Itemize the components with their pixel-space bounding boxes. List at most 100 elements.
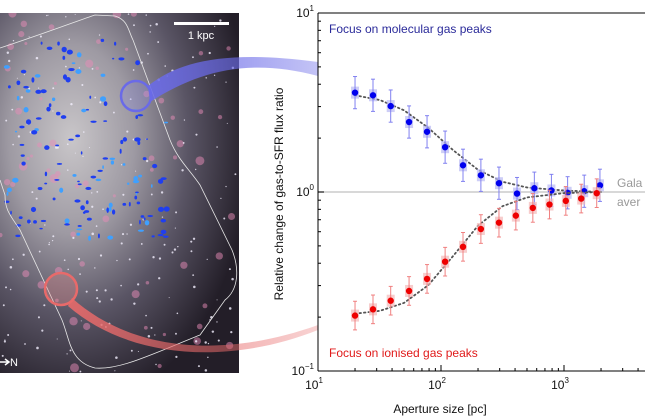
gas-contour: [107, 235, 114, 240]
ionised-data-point: [405, 287, 413, 295]
star: [35, 56, 39, 60]
star: [133, 302, 136, 305]
star: [66, 353, 68, 355]
hii-region: [158, 97, 165, 104]
gas-contour: [103, 101, 108, 107]
star: [91, 205, 94, 208]
hii-region: [131, 290, 140, 299]
gas-contour: [86, 217, 92, 221]
gas-contour: [102, 157, 109, 160]
star: [137, 350, 139, 353]
star: [37, 316, 40, 319]
gas-contour: [18, 216, 23, 220]
star: [133, 24, 135, 27]
hii-region: [22, 270, 30, 278]
hii-region: [29, 154, 34, 158]
y-tick-label: 101: [296, 4, 314, 20]
star: [173, 248, 177, 251]
gas-contour: [76, 228, 83, 231]
star: [116, 259, 118, 262]
ionised-data-point: [351, 312, 359, 319]
gas-contour: [16, 80, 21, 86]
gas-contour: [151, 235, 155, 238]
legend-ionised: Focus on ionised gas peaks: [329, 346, 478, 360]
reference-label-line2: aver: [617, 195, 640, 209]
star: [17, 135, 21, 138]
star: [204, 341, 207, 344]
gas-contour: [85, 200, 89, 205]
gas-contour: [10, 210, 12, 215]
hii-region: [95, 66, 99, 71]
star: [234, 173, 237, 176]
molecular-data-point: [369, 92, 377, 99]
star: [28, 87, 31, 90]
star: [81, 84, 84, 87]
gas-contour: [59, 187, 64, 193]
star: [220, 197, 222, 199]
star: [161, 216, 164, 218]
star: [155, 23, 158, 26]
gas-contour: [157, 178, 164, 184]
star: [110, 298, 113, 301]
hii-region: [24, 42, 28, 46]
gas-contour: [89, 95, 92, 99]
gas-contour: [100, 96, 107, 102]
star: [77, 257, 81, 261]
star: [216, 321, 218, 323]
star: [80, 320, 82, 322]
star: [1, 354, 4, 357]
ionised-data-point: [459, 243, 467, 251]
star: [68, 370, 70, 372]
hii-region: [15, 107, 23, 115]
gas-contour: [85, 186, 92, 191]
star: [28, 36, 30, 38]
gas-contour: [144, 220, 150, 226]
star: [204, 369, 208, 372]
ionised-data-point: [495, 219, 503, 226]
star: [193, 285, 196, 289]
hii-region: [53, 81, 57, 85]
ionised-data-point: [578, 195, 585, 202]
star: [226, 122, 228, 124]
y-axis-label: Relative change of gas-to-SFR flux ratio: [272, 87, 286, 300]
gas-contour: [75, 69, 82, 74]
star: [120, 164, 123, 166]
star: [207, 342, 210, 345]
hii-region: [70, 231, 76, 238]
hii-region: [70, 363, 79, 373]
star: [88, 147, 90, 149]
star: [66, 143, 69, 146]
hii-region: [39, 97, 43, 101]
molecular-data-point: [459, 162, 467, 169]
star: [85, 290, 88, 293]
star: [12, 258, 14, 261]
gas-contour: [100, 73, 106, 77]
gas-contour: [118, 57, 125, 61]
gas-contour: [134, 195, 138, 200]
x-axis-label: Aperture size [pc]: [393, 402, 486, 416]
star: [11, 108, 14, 111]
y-tick-label: 10−1: [292, 362, 315, 378]
star: [95, 289, 98, 292]
star: [82, 131, 85, 133]
gas-contour: [150, 184, 153, 188]
molecular-data-point: [387, 102, 394, 110]
star: [102, 208, 104, 210]
gas-contour: [112, 57, 115, 60]
hii-region: [79, 261, 85, 267]
star: [217, 339, 220, 342]
gas-contour: [139, 219, 141, 225]
gas-contour: [15, 234, 21, 238]
hii-region: [143, 90, 150, 98]
legend-molecular: Focus on molecular gas peaks: [329, 22, 492, 36]
star: [6, 51, 10, 54]
gas-contour: [75, 134, 81, 138]
star: [52, 87, 55, 90]
star: [70, 102, 73, 106]
star: [149, 31, 151, 33]
hii-region: [227, 212, 236, 221]
star: [48, 243, 50, 246]
gas-contour: [52, 197, 56, 201]
hii-region: [96, 39, 101, 45]
gas-contour: [68, 67, 75, 72]
